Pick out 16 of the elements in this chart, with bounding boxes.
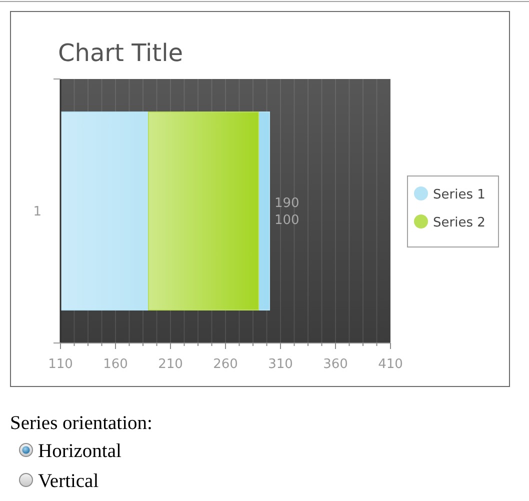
text: Series orientation:	[10, 413, 152, 434]
data-label: 100	[274, 213, 300, 228]
text: Horizontal	[38, 441, 122, 462]
chart-title: Chart Title	[58, 39, 184, 67]
text: Vertical	[38, 471, 100, 492]
x-tick-label: 310	[268, 357, 293, 372]
y-tick-label: 1	[33, 204, 42, 220]
legend-label: Series 2	[433, 216, 486, 230]
x-tick-label: 410	[378, 357, 403, 372]
legend-label: Series 1	[433, 188, 486, 202]
x-tick-label: 110	[48, 357, 73, 372]
x-tick-label: 160	[103, 357, 128, 372]
data-label: 190	[274, 196, 300, 211]
x-tick-label: 260	[213, 357, 238, 372]
x-tick-label: 360	[323, 357, 348, 372]
x-tick-label: 210	[158, 357, 183, 372]
